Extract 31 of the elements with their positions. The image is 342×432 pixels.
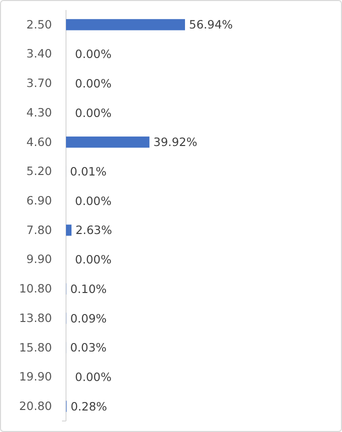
y-tick-label: 3.70 — [26, 76, 52, 90]
data-label: 56.94% — [189, 18, 233, 32]
y-tick-label: 15.80 — [19, 340, 52, 354]
y-tick-label: 5.20 — [26, 164, 52, 178]
y-tick-label: 10.80 — [19, 282, 52, 296]
bar — [66, 19, 185, 30]
data-label: 0.28% — [70, 399, 108, 414]
data-label: 0.00% — [75, 76, 112, 90]
y-tick-label: 4.30 — [26, 105, 52, 120]
y-tick-label: 3.40 — [26, 46, 52, 61]
data-label: 0.00% — [75, 252, 112, 267]
y-tick-label: 19.90 — [19, 370, 52, 384]
data-label: 0.03% — [70, 340, 107, 355]
y-tick-label: 13.80 — [19, 310, 52, 325]
bar — [66, 136, 150, 148]
data-label: 0.00% — [75, 194, 112, 208]
data-label: 0.01% — [70, 164, 107, 178]
y-tick-label: 20.80 — [19, 399, 52, 413]
y-tick-label: 2.50 — [26, 17, 52, 32]
data-label: 2.63% — [75, 223, 112, 238]
data-label: 0.00% — [75, 106, 112, 120]
data-label: 0.00% — [75, 47, 112, 62]
y-tick-label: 4.60 — [26, 134, 52, 149]
bar — [66, 224, 72, 236]
y-tick-label: 7.80 — [26, 222, 52, 237]
data-label: 0.10% — [70, 282, 107, 296]
data-label: 0.09% — [70, 311, 107, 326]
data-label: 39.92% — [153, 135, 198, 150]
data-label: 0.00% — [75, 370, 112, 384]
y-tick-label: 9.90 — [26, 252, 52, 266]
y-tick-label: 6.90 — [26, 194, 52, 208]
